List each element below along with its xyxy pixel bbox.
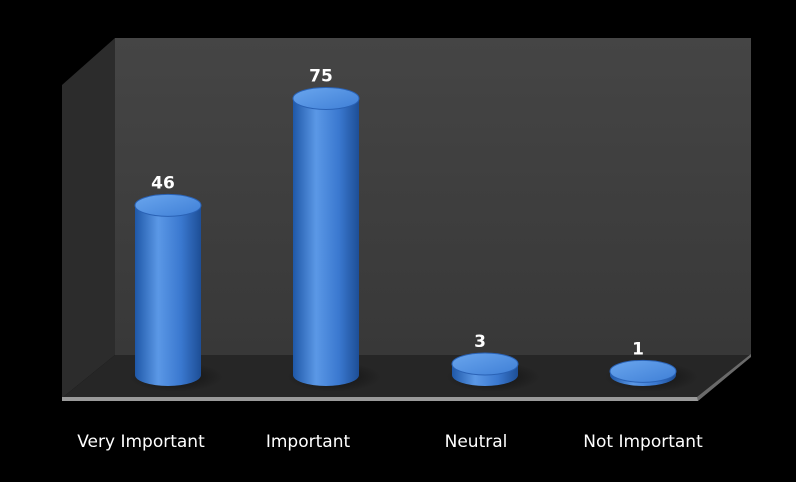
data-label-neutral: 3 — [474, 332, 486, 352]
bar-top-very-important — [134, 193, 202, 217]
category-label-very-important: Very Important — [77, 432, 205, 452]
bar-very-important — [135, 205, 201, 386]
data-label-very-important: 46 — [151, 173, 175, 193]
back-wall — [115, 38, 751, 355]
category-labels-group: Very Important Important Neutral Not Import… — [77, 432, 703, 452]
bar-important — [293, 98, 359, 386]
side-wall — [62, 38, 115, 398]
floor-right-edge — [697, 354, 751, 401]
floor-front-edge — [62, 397, 698, 401]
data-label-not-important: 1 — [632, 339, 644, 359]
floor — [62, 355, 751, 398]
bar-top-neutral — [451, 352, 519, 376]
category-label-neutral: Neutral — [445, 432, 508, 452]
bars-group — [129, 86, 698, 392]
category-label-important: Important — [266, 432, 351, 452]
bar-top-not-important — [609, 359, 677, 383]
data-labels-group: 46 75 3 1 — [151, 66, 644, 359]
category-label-not-important: Not Important — [583, 432, 703, 452]
data-label-important: 75 — [309, 66, 333, 86]
bar-top-important — [292, 86, 360, 110]
